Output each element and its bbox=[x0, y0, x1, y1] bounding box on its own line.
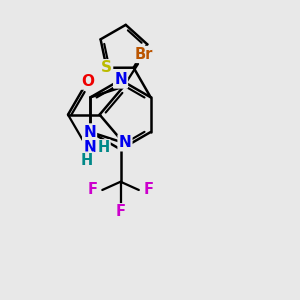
Text: S: S bbox=[101, 60, 112, 75]
Text: H: H bbox=[97, 140, 110, 155]
Text: F: F bbox=[143, 182, 153, 197]
Text: Br: Br bbox=[135, 47, 153, 62]
Text: H: H bbox=[81, 153, 93, 168]
Text: N: N bbox=[83, 140, 96, 155]
Text: F: F bbox=[116, 204, 126, 219]
Text: N: N bbox=[83, 124, 96, 140]
Text: N: N bbox=[118, 135, 131, 150]
Text: N: N bbox=[114, 72, 127, 87]
Text: O: O bbox=[81, 74, 94, 88]
Text: F: F bbox=[88, 182, 98, 197]
